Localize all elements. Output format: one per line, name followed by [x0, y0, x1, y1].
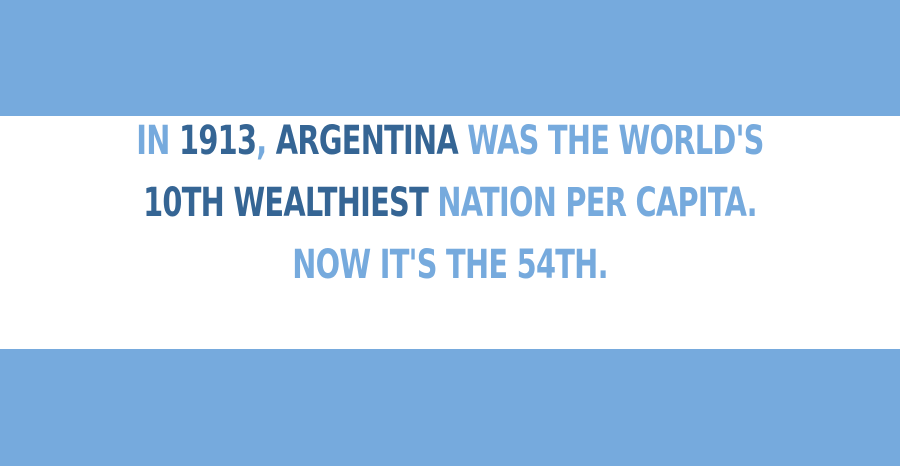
fact-segment: NOW IT'S THE 54TH.: [292, 242, 608, 288]
flag-stripe-bottom: [0, 349, 900, 466]
fact-segment: WAS THE WORLD'S: [457, 118, 764, 164]
fact-segment: 1913: [178, 118, 257, 164]
flag-band-white: [0, 116, 900, 349]
fact-segment: ,: [256, 118, 276, 164]
fact-line-3: NOW IT'S THE 54TH.: [126, 234, 774, 296]
fact-segment: NATION PER CAPITA.: [428, 180, 757, 226]
fact-text: IN 1913, ARGENTINA WAS THE WORLD'S 10TH …: [126, 110, 774, 296]
flag-stripe-top: [0, 0, 900, 116]
fact-line-1: IN 1913, ARGENTINA WAS THE WORLD'S: [126, 110, 774, 172]
fact-segment: 10TH WEALTHIEST: [143, 180, 429, 226]
fact-line-2: 10TH WEALTHIEST NATION PER CAPITA.: [126, 172, 774, 234]
fact-segment: ARGENTINA: [275, 118, 459, 164]
fact-segment: IN: [136, 118, 179, 164]
